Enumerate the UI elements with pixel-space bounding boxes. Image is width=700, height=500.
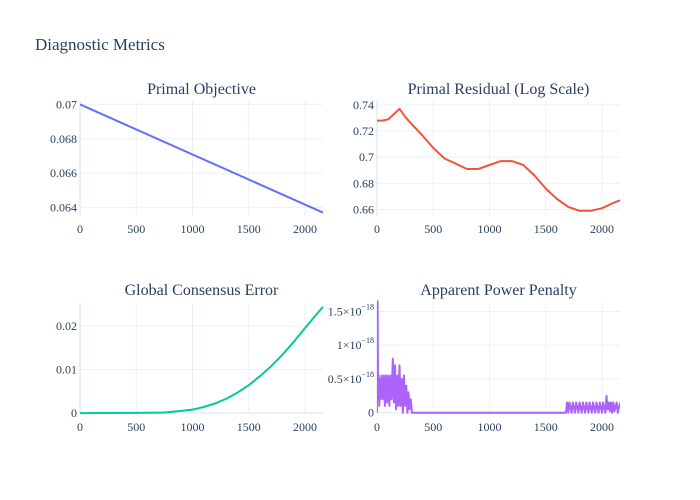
primal-residual-x-tick-label: 2000	[590, 222, 614, 236]
apparent-power-penalty-y-tick-exponent: −18	[361, 370, 374, 379]
primal-objective-x-tick-label: 2000	[293, 222, 317, 236]
apparent-power-penalty-y-tick-label: 0.5×10−18	[328, 370, 374, 386]
global-consensus-error-y-tick-label: 0.02	[56, 319, 77, 333]
primal-objective-x-tick-label: 1000	[181, 222, 205, 236]
primal-objective-x-tick-label: 1500	[237, 222, 261, 236]
primal-objective-x-tick-label: 500	[127, 222, 145, 236]
primal-residual-series-line	[377, 107, 620, 212]
apparent-power-penalty-x-tick-label: 1000	[478, 420, 502, 434]
apparent-power-penalty-y-tick-label: 0	[368, 406, 374, 420]
primal-objective-series-line	[80, 103, 323, 214]
apparent-power-penalty-title: Apparent Power Penalty	[420, 282, 576, 299]
primal-objective-x-tick-label: 0	[77, 222, 83, 236]
apparent-power-penalty-y-tick-exponent: −18	[361, 302, 374, 311]
apparent-power-penalty-subplot: 0 500 1000 1500 200000.5×10−181×10−181.5×10−…	[328, 282, 620, 434]
global-consensus-error-x-tick-label: 2000	[293, 420, 317, 434]
apparent-power-penalty-y-tick-base: 1.5×10	[328, 304, 362, 318]
global-consensus-error-x-tick-label: 1000	[181, 420, 205, 434]
primal-residual-title: Primal Residual (Log Scale)	[408, 81, 590, 98]
global-consensus-error-y-tick-label: 0	[71, 406, 77, 420]
apparent-power-penalty-y-tick-label: 1×10−18	[337, 336, 374, 352]
global-consensus-error-series-line	[80, 306, 323, 415]
primal-residual-x-tick-label: 500	[424, 222, 442, 236]
apparent-power-penalty-y-tick-label: 1.5×10−18	[328, 302, 374, 318]
apparent-power-penalty-y-tick-base: 1×10	[337, 338, 362, 352]
primal-residual-y-tick-label: 0.72	[353, 124, 374, 138]
apparent-power-penalty-y-tick-exponent: −18	[361, 336, 374, 345]
primal-objective-y-tick-label: 0.068	[50, 132, 77, 146]
global-consensus-error-x-tick-label: 500	[127, 420, 145, 434]
apparent-power-penalty-x-tick-label: 500	[424, 420, 442, 434]
primal-objective-subplot: 0 500 1000 1500 2000 0.064 0.066 0.068 0.07 Prima…	[50, 81, 323, 236]
global-consensus-error-x-tick-label: 0	[77, 420, 83, 434]
primal-objective-y-tick-label: 0.066	[50, 166, 77, 180]
apparent-power-penalty-x-tick-label: 1500	[534, 420, 558, 434]
primal-residual-y-tick-label: 0.66	[353, 202, 374, 216]
primal-residual-y-tick-label: 0.74	[353, 98, 374, 112]
global-consensus-error-subplot: 0 500 1000 1500 2000 0 0.01 0.02 Global Consensu…	[56, 282, 323, 434]
primal-residual-x-tick-label: 1500	[534, 222, 558, 236]
primal-residual-x-tick-label: 1000	[478, 222, 502, 236]
apparent-power-penalty-series-line	[377, 300, 620, 414]
subplot-panels: 0 500 1000 1500 2000 0.064 0.066 0.068 0.07 Prima…	[50, 81, 620, 434]
primal-residual-y-tick-label: 0.68	[353, 176, 374, 190]
primal-objective-y-tick-label: 0.07	[56, 97, 77, 111]
primal-residual-y-tick-label: 0.7	[359, 150, 374, 164]
primal-objective-y-tick-label: 0.064	[50, 200, 77, 214]
primal-residual-x-tick-label: 0	[374, 222, 380, 236]
global-consensus-error-y-tick-label: 0.01	[56, 363, 77, 377]
primal-objective-title: Primal Objective	[147, 81, 256, 98]
primal-residual-subplot: 0 500 1000 1500 2000 0.66 0.68 0.7 0.72 0.74 Prima…	[353, 81, 620, 236]
apparent-power-penalty-x-tick-label: 0	[374, 420, 380, 434]
global-consensus-error-title: Global Consensus Error	[125, 282, 279, 299]
global-consensus-error-x-tick-label: 1500	[237, 420, 261, 434]
apparent-power-penalty-y-tick-base: 0	[368, 406, 374, 420]
apparent-power-penalty-y-tick-base: 0.5×10	[328, 372, 362, 386]
figure-title: Diagnostic Metrics	[35, 35, 165, 54]
apparent-power-penalty-x-tick-label: 2000	[590, 420, 614, 434]
